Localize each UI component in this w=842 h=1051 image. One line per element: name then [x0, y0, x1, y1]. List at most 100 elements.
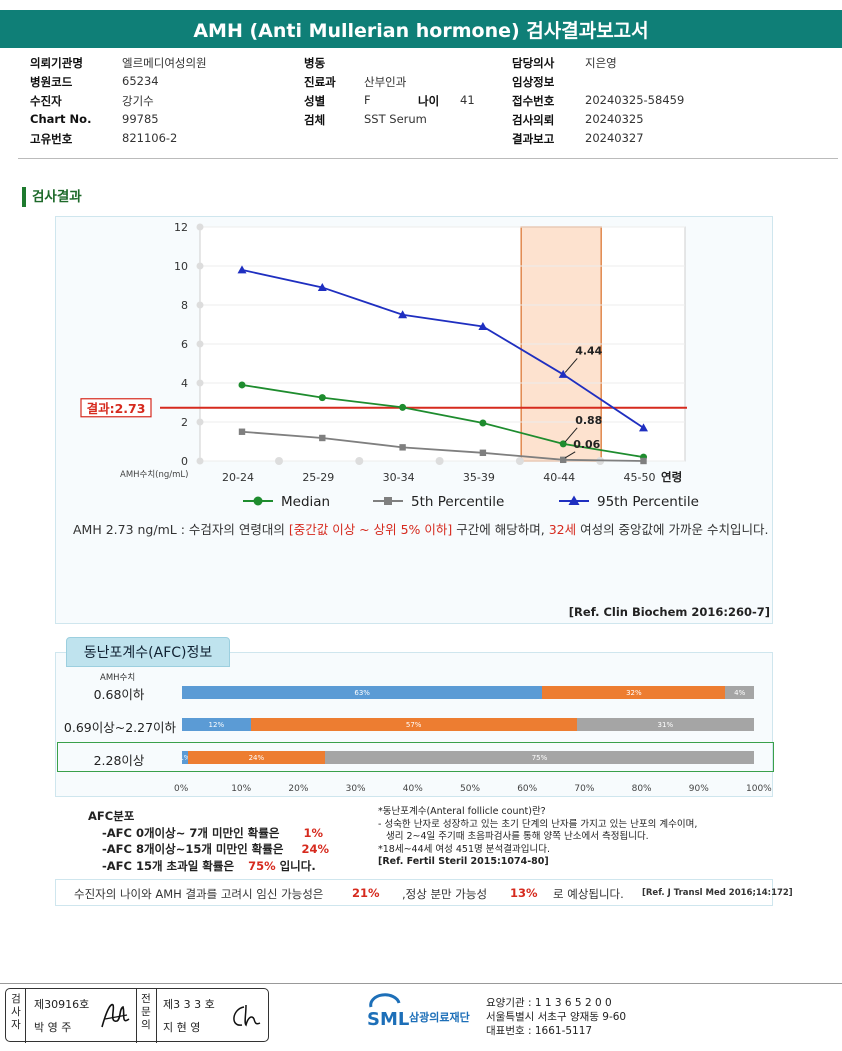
- specialist-no: 제3 3 3 호: [163, 998, 215, 1011]
- y-tick-dot: [196, 457, 204, 465]
- x-tick-label: 45-50: [624, 471, 656, 484]
- result-label-box: [80, 398, 152, 418]
- patient-label: 수진자: [30, 94, 62, 108]
- chart-reference: [Ref. Clin Biochem 2016:260-7]: [568, 605, 770, 619]
- point-p5: [560, 456, 567, 464]
- afc-segment: 1%: [182, 751, 188, 764]
- x-tick-label: 25-29: [302, 471, 334, 484]
- result-label: 결과:2.73: [87, 401, 146, 416]
- afc-note-line-5: [Ref. Fertil Steril 2015:1074-80]: [378, 856, 549, 867]
- point-p5: [399, 444, 406, 451]
- age-label: 나이: [418, 94, 440, 108]
- department-value: 산부인과: [364, 75, 407, 89]
- org-address: 서울특별시 서초구 양재동 9-60: [486, 1011, 627, 1023]
- org-info: 요양기관 : 1 1 3 6 5 2 0 0 서울특별시 서초구 양재동 9-6…: [486, 996, 626, 1038]
- y-tick-dot: [196, 418, 204, 426]
- request-date-value: 20240325: [585, 112, 644, 126]
- afc-percent-tick: 30%: [345, 784, 366, 794]
- point-p95: [639, 423, 648, 432]
- series-line-0: [241, 384, 644, 458]
- logo-arc-icon: [369, 993, 401, 1008]
- examiner-name: 박 영 주: [34, 1021, 72, 1034]
- point-p95: [398, 310, 408, 319]
- y-tick-dot: [196, 301, 204, 309]
- afc-percent-tick: 0%: [174, 784, 189, 794]
- afc-bar-2: 12% 57% 31%: [182, 718, 754, 731]
- annotation-leader: [564, 358, 578, 373]
- afc-segment: 63%: [182, 686, 543, 699]
- y-axis-label: AMH수치(ng/mL): [120, 470, 188, 480]
- afc-segment: 24%: [187, 751, 325, 764]
- x-tick-dot: [435, 457, 444, 465]
- patient-info: 의뢰기관명 엘르메디여성의원 병동 담당의사 지은영 병원코드 65234 진료…: [30, 55, 830, 150]
- y-tick-label: 6: [181, 338, 188, 351]
- afc-percent-tick: 10%: [231, 784, 252, 794]
- desc-range: [중간값 이상 ~ 상위 5% 이하]: [288, 522, 453, 537]
- logo-text: SML: [367, 1009, 409, 1030]
- afc-row-label-1: 0.68이하: [93, 687, 145, 702]
- institution-label: 의뢰기관명: [30, 56, 83, 70]
- afc-segment: 31%: [576, 718, 754, 731]
- org-name: 삼광의료재단: [409, 1010, 470, 1024]
- annotation-label: 0.06: [573, 438, 600, 451]
- specimen-value: SST Serum: [364, 112, 427, 126]
- prob-reference: [Ref. J Transl Med 2016;14:172]: [642, 888, 793, 898]
- afc-percent-tick: 90%: [688, 784, 709, 794]
- specialist-name: 지 현 영: [163, 1021, 201, 1034]
- amh-age-chart: 0 2 4 6 8 10 12 20-24 25-29 30-34 35-39 40-44 45-50 연…: [80, 221, 699, 510]
- annotation-label: 4.44: [575, 344, 602, 357]
- sml-logo: SML 삼광의료재단: [367, 993, 470, 1030]
- footer-divider: [0, 983, 842, 984]
- point-p95: [237, 265, 247, 274]
- doctor-value: 지은영: [585, 56, 617, 70]
- x-tick-label: 20-24: [222, 471, 254, 484]
- report-date-label: 결과보고: [512, 132, 555, 146]
- afc-percent-tick: 40%: [402, 784, 423, 794]
- section-title: 검사결과: [22, 187, 82, 207]
- result-description: AMH 2.73 ng/mL : 수검자의 연령대의 [중간값 이상 ~ 상위 …: [73, 520, 773, 539]
- afc-percent-tick: 50%: [460, 784, 481, 794]
- specialist-signature: [233, 1004, 261, 1027]
- afc-note-line-1: *동난포계수(Anteral follicle count)란?: [378, 806, 546, 817]
- y-tick-label: 8: [181, 299, 188, 312]
- desc-prefix: AMH 2.73 ng/mL : 수검자의 연령대의: [73, 522, 289, 537]
- unique-no-value: 821106-2: [122, 131, 178, 145]
- probability-box: 수진자의 나이와 AMH 결과를 고려시 임신 가능성은 21% ,정상 분만 …: [55, 879, 793, 906]
- prob-prefix: 수진자의 나이와 AMH 결과를 고려시 임신 가능성은: [74, 887, 324, 901]
- legend-marker-p5: [384, 497, 392, 505]
- chart-no-label: Chart No.: [30, 112, 92, 126]
- clinical-info-label: 임상정보: [512, 75, 555, 89]
- afc-row-label-3: 2.28이상: [93, 753, 145, 768]
- point-p5: [640, 457, 647, 465]
- x-tick-label: 40-44: [543, 471, 575, 484]
- specimen-label: 검체: [304, 113, 326, 127]
- afc-dist-line-3: -AFC 15개 초과일 확률은 75% 입니다.: [102, 858, 316, 873]
- afc-bar-1: 63% 32% 4%: [182, 686, 754, 699]
- afc-dist-title: AFC분포: [88, 809, 135, 823]
- afc-segment: 75%: [324, 751, 754, 764]
- afc-percent-tick: 100%: [746, 784, 772, 794]
- sex-value: F: [364, 93, 371, 107]
- unique-no-label: 고유번호: [30, 132, 73, 146]
- x-tick-dot: [515, 457, 524, 465]
- receipt-no-label: 접수번호: [512, 94, 555, 108]
- point-median: [479, 419, 487, 427]
- point-median: [559, 440, 567, 448]
- point-p95: [317, 282, 327, 291]
- afc-tab-title: 동난포계수(AFC)정보: [66, 637, 230, 667]
- point-p95: [558, 369, 568, 378]
- point-p5: [238, 428, 246, 435]
- legend-label: Median: [281, 494, 330, 510]
- receipt-no-value: 20240325-58459: [585, 93, 685, 107]
- point-p5: [319, 434, 326, 442]
- patient-value: 강기수: [122, 94, 154, 108]
- afc-bar-3: 1%24%75%: [182, 751, 754, 764]
- legend-label: 95th Percentile: [597, 494, 699, 510]
- examiner-no: 제30916호: [34, 998, 90, 1011]
- age-value: 41: [460, 93, 475, 107]
- series-line-1: [241, 430, 644, 462]
- specialist-tag: 전문의: [141, 993, 151, 1031]
- care-institution-no: 요양기관 : 1 1 3 6 5 2 0 0: [486, 997, 612, 1009]
- org-phone: 대표번호 : 1661-5117: [486, 1025, 593, 1037]
- afc-percent-tick: 60%: [517, 784, 538, 794]
